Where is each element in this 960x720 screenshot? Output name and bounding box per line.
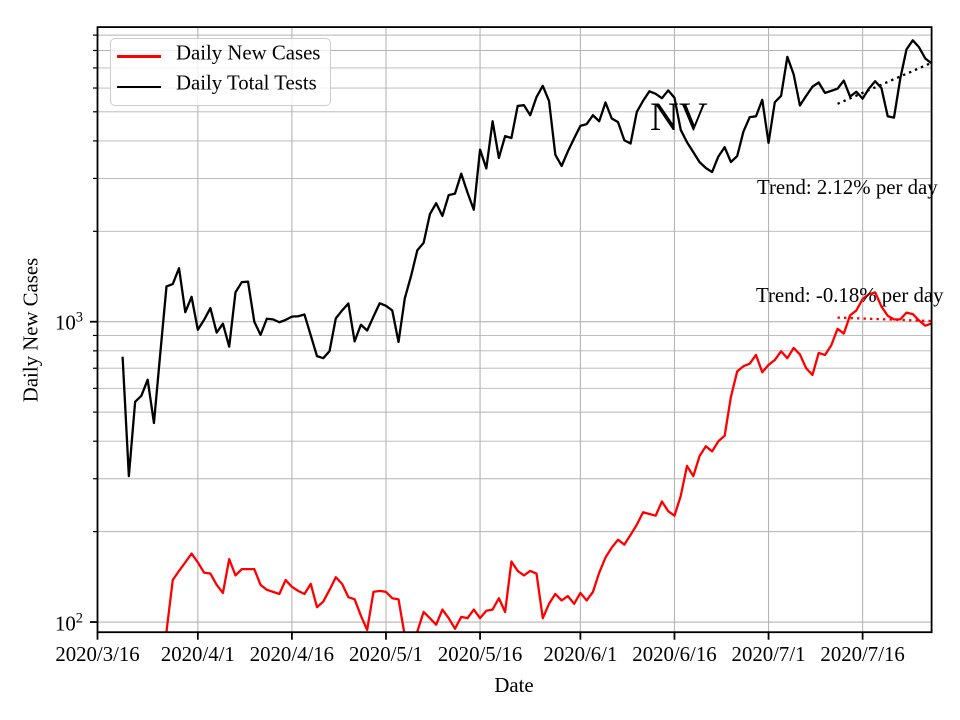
series-line-daily-new-cases <box>165 291 932 633</box>
legend-label: Daily Total Tests <box>176 71 317 95</box>
trend-line-cases-trend <box>837 316 932 323</box>
x-tick-label: 2020/5/16 <box>437 643 523 666</box>
x-tick-label: 2020/6/1 <box>543 643 618 666</box>
cases-trend-label: Trend: -0.18% per day <box>756 284 944 307</box>
gridlines <box>96 27 932 633</box>
y-axis-title: Daily New Cases <box>19 257 43 403</box>
legend-item-daily-new-cases: Daily New Cases <box>111 40 330 70</box>
axes-frame <box>96 26 933 634</box>
legend: Daily New Cases Daily Total Tests <box>110 38 331 106</box>
x-tick-label: 2020/7/16 <box>820 643 905 666</box>
state-label: NV <box>650 94 708 139</box>
tests-trend-label: Trend: 2.12% per day <box>757 176 938 199</box>
trend-line-tests-trend <box>837 61 932 105</box>
x-tick-label: 2020/4/16 <box>249 643 335 666</box>
x-tick-label: 2020/6/16 <box>632 643 717 666</box>
x-tick-label: 2020/4/1 <box>160 643 235 666</box>
legend-line-sample-red <box>117 55 161 58</box>
x-tick-label: 2020/7/1 <box>731 643 806 666</box>
series-line-daily-total-tests <box>121 39 932 478</box>
x-axis-title: Date <box>494 674 534 697</box>
legend-label: Daily New Cases <box>176 41 321 65</box>
x-tick-label: 2020/3/16 <box>55 643 140 666</box>
y-tick-label: 102 <box>54 610 83 636</box>
x-tick-label: 2020/5/1 <box>349 643 423 666</box>
legend-item-daily-total-tests: Daily Total Tests <box>111 71 330 101</box>
y-tick-label: 103 <box>54 309 83 335</box>
legend-line-sample-black <box>117 85 161 89</box>
